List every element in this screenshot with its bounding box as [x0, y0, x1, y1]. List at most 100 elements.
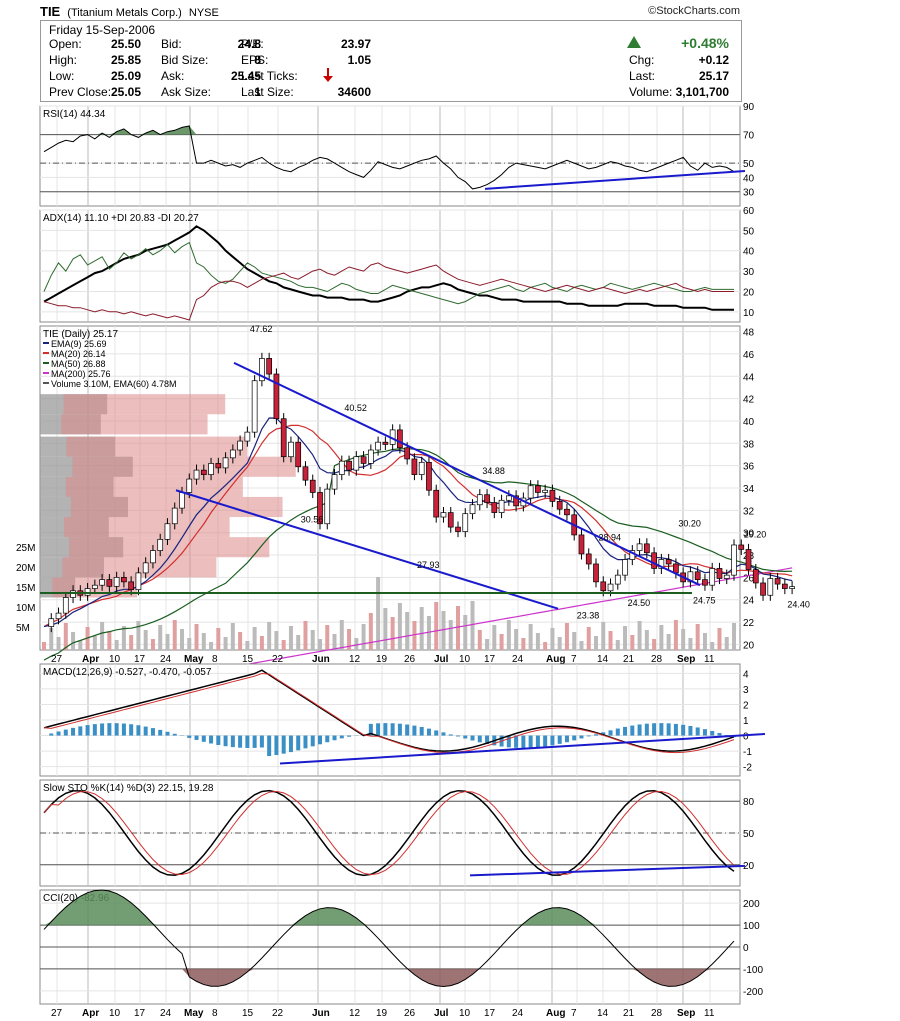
candle-body — [179, 492, 185, 509]
volume-by-price-bar-up — [69, 537, 270, 558]
down-tick-icon — [323, 68, 333, 85]
candle-body — [600, 581, 607, 592]
candle-body — [505, 495, 512, 501]
macd-histogram-bar — [368, 723, 373, 736]
quote-label: Last Ticks: — [241, 69, 298, 83]
volume-bar — [492, 625, 497, 650]
macd-histogram-bar — [121, 723, 126, 736]
y-tick-label: -2 — [743, 763, 752, 774]
candle-body — [55, 612, 62, 620]
volume-bar — [129, 635, 134, 650]
volume-bar — [601, 622, 606, 650]
candle-body — [295, 441, 302, 468]
x-tick-label: 17 — [484, 654, 496, 665]
macd-histogram-bar — [230, 735, 235, 748]
volume-bar — [666, 634, 671, 650]
y-tick-label: -1 — [743, 747, 752, 758]
macd-histogram-bar — [114, 723, 119, 736]
volume-by-price-bar-up — [62, 557, 217, 578]
volume-bar — [194, 624, 199, 650]
macd-histogram-bar — [56, 731, 61, 736]
rsi-panel-frame — [39, 105, 741, 207]
price-annotation: 24.40 — [787, 599, 810, 609]
candle-body — [302, 466, 309, 481]
volume-bar — [681, 629, 686, 650]
panel-title: MACD(12,26,9) -0.527, -0.470, -0.057 — [43, 667, 212, 678]
quote-label: Last Size: — [241, 85, 294, 99]
adx-series-1 — [43, 241, 734, 305]
macd-histogram-bar — [637, 724, 642, 736]
x-tick-label: 28 — [651, 654, 663, 665]
x-tick-label: 12 — [349, 1008, 361, 1019]
candle-body — [745, 549, 752, 570]
candle-body — [259, 358, 265, 382]
candle-body — [171, 507, 178, 525]
macd-histogram-bar — [194, 735, 199, 740]
macd-histogram-bar — [92, 724, 97, 736]
macd-histogram-bar — [702, 729, 707, 736]
volume-bar — [499, 634, 504, 650]
candle-body — [317, 492, 323, 525]
x-tick-label: Aug — [546, 654, 565, 665]
macd-histogram-bar — [259, 735, 264, 748]
macd-histogram-bar — [274, 735, 279, 756]
macd-histogram-bar — [281, 735, 286, 754]
macd-histogram-bar — [339, 735, 344, 739]
volume-bar — [92, 636, 97, 650]
macd-histogram-bar — [594, 734, 598, 736]
y-tick-label: 30 — [743, 529, 755, 540]
macd-histogram-bar — [695, 727, 700, 736]
price-annotation: 24.75 — [693, 595, 716, 605]
volume-bar — [78, 641, 83, 650]
x-tick-label: 19 — [376, 1008, 388, 1019]
macd-histogram-bar — [376, 723, 381, 736]
macd-histogram-bar — [485, 735, 490, 744]
legend-swatch — [43, 342, 49, 344]
macd-histogram-bar — [688, 726, 693, 736]
macd-histogram-bar — [557, 735, 562, 744]
legend-swatch — [43, 352, 49, 354]
candle-body — [193, 469, 200, 480]
candle-body — [716, 568, 723, 579]
x-tick-label: 12 — [349, 654, 361, 665]
macd-histogram-bar — [644, 723, 649, 736]
macd-histogram-bar — [419, 726, 424, 736]
x-tick-label: Aug — [546, 1008, 565, 1019]
volume-bar — [405, 612, 410, 650]
x-tick-label: 21 — [623, 1008, 635, 1019]
quote-value: 34600 — [337, 85, 371, 99]
y-tick-label: 20 — [743, 640, 755, 651]
macd-histogram-bar — [426, 728, 431, 736]
candle-body — [702, 579, 708, 586]
y-tick-label: 24 — [743, 596, 755, 607]
volume-bar — [172, 620, 177, 650]
macd-histogram-bar — [85, 725, 90, 736]
y-tick-label: 60 — [743, 206, 755, 217]
macd-histogram-bar — [288, 735, 293, 753]
quote-value: +0.12 — [698, 53, 729, 67]
channel-lower-line — [175, 489, 559, 610]
candle-body — [309, 479, 316, 493]
quote-label: Ask: — [161, 69, 185, 83]
x-tick-label: 17 — [134, 1008, 146, 1019]
rsi-line — [43, 125, 735, 190]
adx-panel: 60 50 40 30 20 10 ADX(14) 11.10 +DI 20.83 -DI … — [39, 206, 755, 323]
price-annotation: 40.52 — [344, 403, 367, 413]
macd-histogram-bar — [506, 735, 511, 748]
candle-body — [84, 588, 91, 596]
x-tick-label: Jul — [434, 1008, 449, 1019]
volume-bar — [158, 625, 163, 650]
volume-bar — [267, 622, 272, 650]
x-tick-label: 14 — [597, 654, 609, 665]
candle-body — [128, 581, 135, 591]
x-tick-label: 15 — [242, 654, 254, 665]
volume-bar — [514, 629, 519, 650]
quote-label: Chg: — [629, 53, 655, 67]
volume-bar — [310, 630, 315, 650]
candle-body — [404, 447, 411, 460]
candle-body — [636, 543, 643, 551]
volume-bar — [564, 623, 569, 650]
candle-body — [91, 584, 98, 589]
candle-body — [585, 553, 592, 565]
x-tick-label: 15 — [242, 1008, 254, 1019]
